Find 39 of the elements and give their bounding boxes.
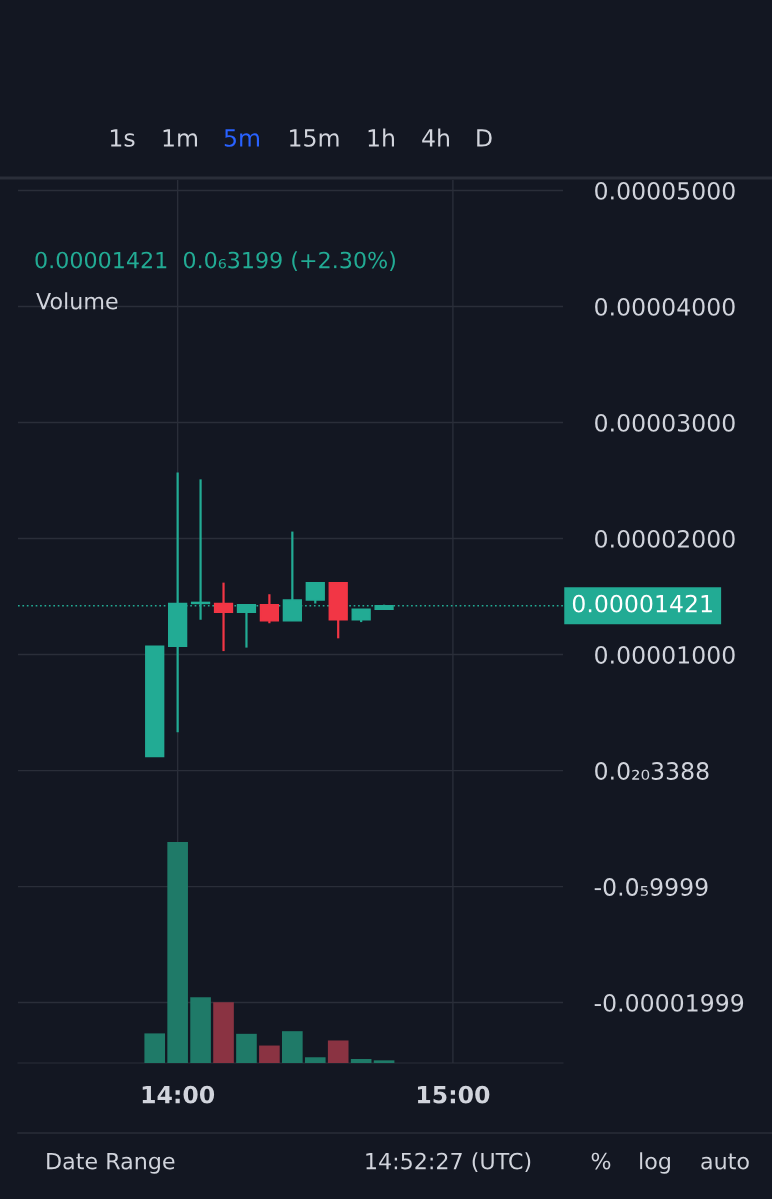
bar: [167, 842, 188, 1063]
x-tick-label: 15:00: [417, 1085, 490, 1104]
bar: [190, 997, 211, 1063]
y-tick-label: 0.00002000: [595, 529, 735, 548]
text: 0.00001421 0.0₆3199 (+2.30%): [35, 251, 395, 272]
text: %: [591, 1152, 611, 1170]
text: 5m: [224, 129, 260, 147]
y-tick-label: -0.0₅9999: [594, 878, 708, 896]
y-tick-label: 0.00001000: [595, 646, 735, 664]
candlestick: [259, 593, 280, 625]
y-tick-label: -0.00001999: [594, 993, 744, 1012]
text: 14:52:27 (UTC): [366, 1152, 531, 1173]
bar: [144, 1033, 166, 1063]
y-tick-label: 0.00004000: [595, 297, 735, 316]
y-tick-label: 0.00003000: [595, 413, 735, 432]
text: 1h: [368, 128, 394, 147]
bar: [327, 1040, 349, 1063]
text: Date Range: [47, 1152, 175, 1174]
candlestick: [213, 581, 234, 653]
candlestick: [282, 530, 302, 623]
text: D: [477, 129, 492, 147]
annotation: Volume: [36, 292, 118, 310]
bar: [304, 1057, 326, 1063]
bar: [282, 1031, 303, 1063]
bar: [350, 1059, 372, 1063]
y-tick-label: 0.0₂₀3388: [595, 762, 709, 780]
x-tick-label: 14:00: [142, 1085, 215, 1104]
bar: [213, 1002, 234, 1063]
text: auto: [701, 1153, 749, 1170]
text: 1m: [163, 129, 198, 147]
text: 1s: [110, 129, 135, 147]
bar: [259, 1045, 280, 1063]
ref-line-label: 0.00001421: [572, 594, 712, 613]
text: 15m: [290, 129, 339, 147]
bar: [373, 1060, 395, 1063]
text: 4h: [422, 128, 449, 147]
text: log: [640, 1152, 670, 1174]
y-tick-label: 0.00005000: [595, 181, 735, 200]
bar: [236, 1033, 257, 1063]
